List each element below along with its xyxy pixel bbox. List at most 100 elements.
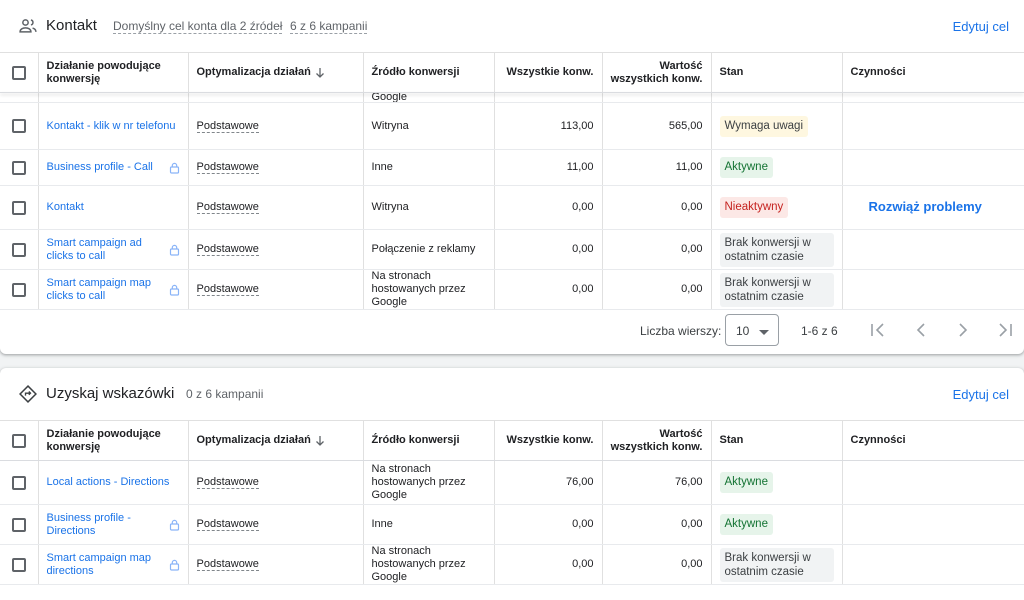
col-source[interactable]: Źródło konwersji xyxy=(363,52,495,93)
optimization-value[interactable]: Podstawowe xyxy=(196,243,259,256)
conversion-name-link[interactable]: Local actions - Directions xyxy=(46,476,170,488)
rows-per-page-value: 10 xyxy=(736,324,750,338)
campaigns-count: 0 z 6 kampanii xyxy=(186,387,264,401)
campaigns-count[interactable]: 6 z 6 kampanii xyxy=(290,19,368,34)
conversion-table: Działanie powodujące konwersję Optymaliz… xyxy=(0,52,1024,310)
goal-header: Uzyskaj wskazówki 0 z 6 kampanii Edytuj … xyxy=(0,368,1024,420)
table-header-row: Działanie powodujące konwersję Optymaliz… xyxy=(0,420,1024,461)
conversion-name-link[interactable]: Smart campaign ad clicks to call xyxy=(46,236,142,262)
status-badge: Aktywne xyxy=(719,157,773,178)
fix-problems-link[interactable] xyxy=(851,241,869,256)
optimization-value[interactable]: Podstawowe xyxy=(196,119,259,133)
row-select-cell[interactable] xyxy=(0,102,39,150)
value-cell: 0,00 xyxy=(602,229,712,270)
select-all-header[interactable] xyxy=(0,52,39,93)
table-row: Business profile - Directions Podstawowe I… xyxy=(0,504,1024,545)
edit-goal-button[interactable]: Edytuj cel xyxy=(952,19,1009,34)
lock-icon xyxy=(169,519,179,531)
arrow-down-icon xyxy=(315,435,324,446)
conversion-name-cell: Local actions - Directions xyxy=(38,460,189,505)
row-select-cell[interactable] xyxy=(0,229,39,270)
default-goal-label[interactable]: Domyślny cel konta dla 2 źródeł xyxy=(113,19,283,34)
row-select-cell[interactable] xyxy=(0,460,39,505)
source-cell: Witryna xyxy=(363,185,495,230)
table-row: Kontakt - klik w nr telefonu Podstawowe Wi… xyxy=(0,102,1024,150)
conversion-name-link[interactable]: Kontakt - klik w nr telefonu xyxy=(46,119,176,132)
fix-problems-link[interactable] xyxy=(851,159,869,174)
conversion-name-link[interactable]: Business profile - Call xyxy=(46,161,153,173)
previous-page-icon[interactable] xyxy=(912,321,930,339)
row-select-cell[interactable] xyxy=(0,269,39,310)
fix-problems-link[interactable] xyxy=(851,556,869,571)
select-all-header[interactable] xyxy=(0,420,39,461)
optimization-value[interactable]: Podstawowe xyxy=(196,161,259,174)
conversion-name-link[interactable]: Business profile - Directions xyxy=(46,511,131,537)
last-page-icon[interactable] xyxy=(996,321,1014,339)
col-optimization[interactable]: Optymalizacja działań xyxy=(188,52,364,93)
value-cell: 0,00 xyxy=(602,544,712,585)
conversion-name-cell: Smart campaign map clicks to call xyxy=(38,269,189,310)
first-page-icon[interactable] xyxy=(869,321,887,339)
col-action[interactable]: Działanie powodujące konwersję xyxy=(38,420,189,461)
col-action[interactable]: Działanie powodujące konwersję xyxy=(38,52,189,93)
optimization-value[interactable]: Podstawowe xyxy=(196,201,259,214)
status-badge: Brak konwersji w ostatnim czasie xyxy=(719,272,834,307)
col-actions: Czynności xyxy=(842,52,1024,93)
table-row: Smart campaign ad clicks to call Podstawo… xyxy=(0,229,1024,270)
row-select-cell[interactable] xyxy=(0,544,39,585)
optimization-value[interactable]: Podstawowe xyxy=(196,558,259,571)
next-page-icon[interactable] xyxy=(954,321,972,339)
conversion-name-link[interactable]: Smart campaign map directions xyxy=(46,551,152,577)
optimization-cell: Podstawowe xyxy=(188,102,364,150)
col-source[interactable]: Źródło konwersji xyxy=(363,420,495,461)
row-checkbox[interactable] xyxy=(11,200,26,215)
col-status[interactable]: Stan xyxy=(711,52,843,93)
actions-cell xyxy=(842,504,1024,545)
col-all-conv[interactable]: Wszystkie konw. xyxy=(494,420,603,461)
col-optimization[interactable]: Optymalizacja działań xyxy=(188,420,364,461)
fix-problems-link[interactable]: Rozwiąż problemy xyxy=(868,199,982,214)
optimization-value[interactable]: Podstawowe xyxy=(196,283,259,296)
row-checkbox[interactable] xyxy=(11,517,26,532)
optimization-value[interactable]: Podstawowe xyxy=(196,476,259,489)
select-all-checkbox[interactable] xyxy=(11,65,26,80)
optimization-value[interactable]: Podstawowe xyxy=(196,518,259,531)
goal-card-directions: Uzyskaj wskazówki 0 z 6 kampanii Edytuj … xyxy=(0,368,1024,600)
value-cell: 0,00 xyxy=(602,185,712,230)
status-badge: Nieaktywny xyxy=(719,197,789,218)
row-checkbox[interactable] xyxy=(11,557,26,572)
row-checkbox[interactable] xyxy=(11,282,26,297)
row-select-cell[interactable] xyxy=(0,504,39,545)
conversion-name-link[interactable]: Smart campaign map clicks to call xyxy=(46,276,152,302)
col-status[interactable]: Stan xyxy=(711,420,843,461)
row-checkbox[interactable] xyxy=(11,119,26,133)
rows-per-page-select[interactable]: 10 xyxy=(725,314,779,346)
fix-problems-link[interactable] xyxy=(851,516,869,531)
conversion-name-link[interactable]: Kontakt xyxy=(46,201,84,213)
optimization-cell: Podstawowe xyxy=(188,544,364,585)
table-row: Smart campaign map directions Podstawowe N… xyxy=(0,544,1024,585)
row-checkbox[interactable] xyxy=(11,475,26,490)
optimization-cell: Podstawowe xyxy=(188,185,364,230)
col-value[interactable]: Wartość wszystkich konw. xyxy=(602,420,712,461)
sticky-header-shadow xyxy=(0,92,1024,93)
directions-icon xyxy=(19,385,37,403)
goal-card-contact: Kontakt Domyślny cel konta dla 2 źródeł … xyxy=(0,0,1024,354)
conversion-name-cell: Kontakt xyxy=(38,185,189,230)
fix-problems-link[interactable] xyxy=(851,281,869,296)
col-value[interactable]: Wartość wszystkich konw. xyxy=(602,52,712,93)
select-all-checkbox[interactable] xyxy=(11,433,26,448)
row-select-cell[interactable] xyxy=(0,185,39,230)
conversion-name-cell: Smart campaign map directions xyxy=(38,544,189,585)
lock-icon xyxy=(169,284,179,296)
edit-goal-button[interactable]: Edytuj cel xyxy=(952,387,1009,402)
col-all-conv[interactable]: Wszystkie konw. xyxy=(494,52,603,93)
table-row: Local actions - Directions Podstawowe Na s… xyxy=(0,460,1024,505)
fix-problems-link[interactable] xyxy=(851,118,869,133)
status-cell: Brak konwersji w ostatnim czasie xyxy=(711,269,843,310)
page-range: 1-6 z 6 xyxy=(801,324,838,338)
row-checkbox[interactable] xyxy=(11,242,26,257)
row-select-cell[interactable] xyxy=(0,149,39,186)
row-checkbox[interactable] xyxy=(11,160,26,175)
fix-problems-link[interactable] xyxy=(851,474,869,489)
